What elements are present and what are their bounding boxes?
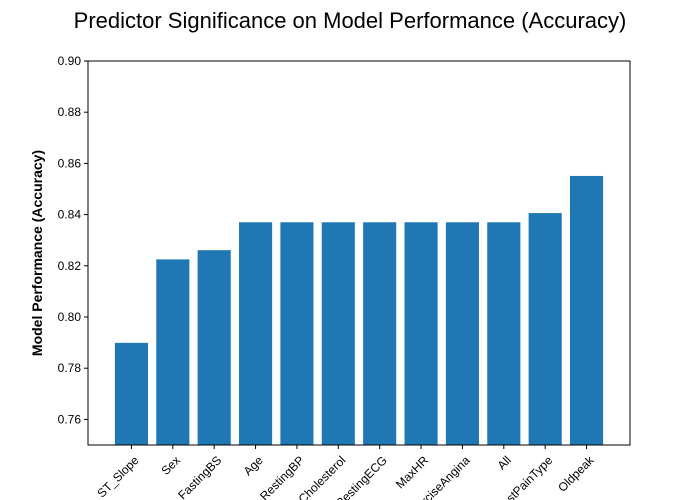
- y-tick-label: 0.84: [58, 208, 82, 222]
- bar-maxhr: [404, 222, 438, 445]
- y-tick-label: 0.76: [58, 412, 82, 426]
- bar-all: [487, 222, 521, 445]
- chart-title: Predictor Significance on Model Performa…: [74, 8, 627, 33]
- x-tick-label: Age: [241, 453, 266, 478]
- bar-fastingbs: [197, 250, 231, 445]
- bar-restingbp: [280, 222, 314, 445]
- bar-sex: [156, 259, 190, 445]
- bar-st-slope: [114, 342, 148, 445]
- y-tick-label: 0.82: [58, 259, 82, 273]
- bar-exerciseangina: [445, 222, 479, 445]
- y-axis: 0.76 0.78 0.80 0.82 0.84 0.86 0.88 0.90: [58, 54, 88, 426]
- plot-frame: [87, 60, 631, 446]
- bar-chestpaintype: [528, 213, 562, 445]
- x-tick-label: Oldpeak: [555, 453, 597, 495]
- bar-restingecg: [363, 222, 397, 445]
- y-tick-label: 0.88: [58, 105, 82, 119]
- y-tick-label: 0.86: [58, 156, 82, 170]
- x-tick-label: MaxHR: [393, 453, 431, 491]
- y-tick-label: 0.78: [58, 361, 82, 375]
- x-tick-label: All: [495, 453, 514, 472]
- y-tick-label: 0.90: [58, 54, 82, 68]
- x-tick-label: ST_Slope: [94, 453, 141, 500]
- bar-age: [239, 222, 273, 445]
- y-tick-label: 0.80: [58, 310, 82, 324]
- x-tick-label: FastingBS: [175, 453, 224, 500]
- bars-group: [114, 175, 604, 445]
- x-tick-label: Sex: [158, 453, 183, 478]
- y-axis-label: Model Performance (Accuracy): [29, 150, 45, 356]
- bar-oldpeak: [570, 175, 604, 445]
- bar-cholesterol: [321, 222, 355, 445]
